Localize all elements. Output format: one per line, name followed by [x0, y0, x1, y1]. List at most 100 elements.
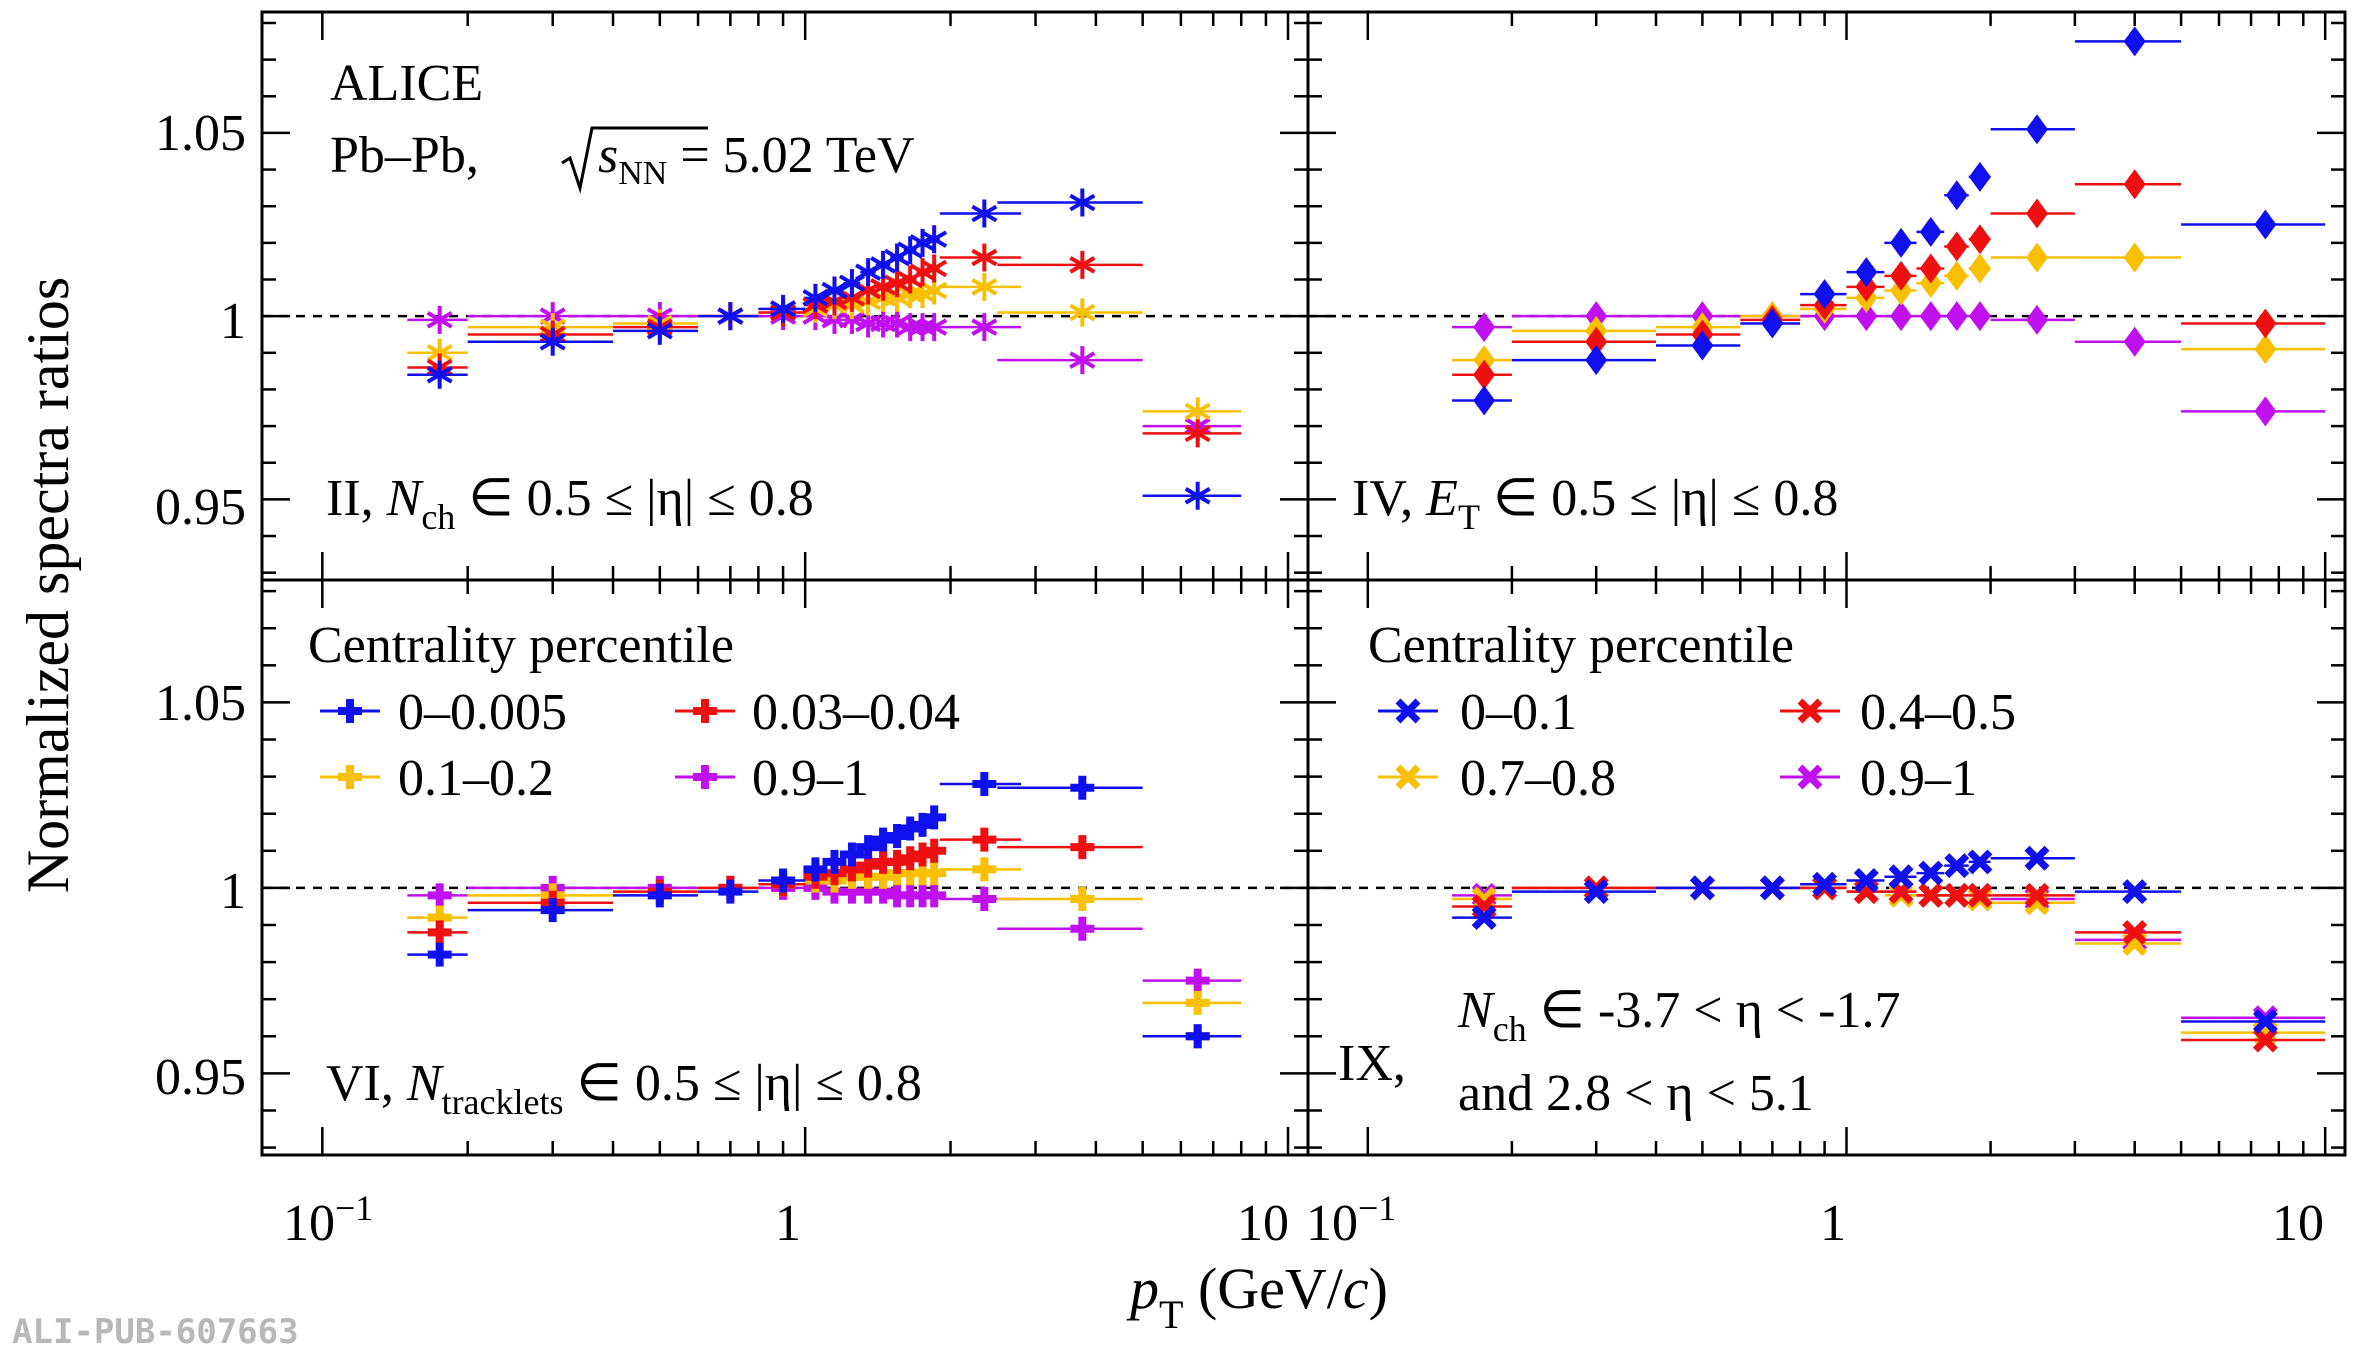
legend-label: 0.9–1	[752, 750, 869, 807]
data-point	[1967, 849, 1993, 875]
data-point	[427, 942, 452, 967]
data-point	[2024, 882, 2050, 908]
axes-frames	[260, 10, 2347, 1157]
legend-label: 0.4–0.5	[1860, 684, 2016, 741]
data-point	[1945, 301, 1968, 332]
data-point	[1689, 875, 1715, 901]
data-point	[922, 861, 947, 886]
data-point	[1919, 301, 1942, 332]
panel-label-II: II, Nch ∈ 0.5 ≤ |η| ≤ 0.8	[326, 470, 814, 537]
data-point	[922, 883, 947, 908]
panel-label-IX: IX,	[1338, 1035, 1406, 1092]
data-point	[717, 302, 744, 331]
data-point	[2123, 169, 2146, 200]
panel-label-VI: VI, Ntracklets ∈ 0.5 ≤ |η| ≤ 0.8	[326, 1055, 922, 1122]
data-point	[1945, 180, 1968, 211]
data-point	[2123, 242, 2146, 273]
legend: 0–0.005 0.1–0.2 0.03–0.04 0.9–1	[320, 684, 960, 807]
data-point	[1968, 253, 1991, 284]
legend-label: 0.1–0.2	[398, 750, 554, 807]
data-point	[427, 920, 452, 945]
data-point	[1919, 253, 1942, 284]
data-point	[909, 313, 936, 342]
data-point	[2254, 209, 2277, 240]
data-point	[2252, 1027, 2278, 1053]
panel-label-IX-var: Nch ∈ -3.7 < η < -1.7	[1457, 982, 1900, 1049]
data-point	[921, 254, 948, 283]
legend-marker	[1395, 764, 1421, 790]
data-point	[972, 772, 997, 797]
data-point	[1918, 860, 1944, 886]
data-point	[1473, 359, 1496, 390]
legend-label: 0–0.005	[398, 684, 567, 741]
data-point	[1069, 250, 1096, 279]
data-point	[1070, 835, 1095, 860]
data-series	[1452, 169, 2326, 390]
data-point	[1473, 385, 1496, 416]
legend-marker	[338, 699, 362, 723]
legend-title: Centrality percentile	[308, 617, 734, 674]
data-point	[1185, 968, 1210, 993]
data-point	[1945, 260, 1968, 291]
data-point	[1473, 312, 1496, 343]
x-tick-label: 10	[2272, 1195, 2324, 1252]
data-point	[2252, 1008, 2278, 1034]
data-point	[1890, 260, 1913, 291]
data-point	[1585, 345, 1608, 376]
data-point	[2025, 304, 2048, 335]
data-point	[2025, 114, 2048, 145]
data-point	[1944, 853, 1970, 879]
data-point	[426, 360, 453, 389]
data-point	[1070, 775, 1095, 800]
data-point	[1888, 864, 1914, 890]
data-point	[803, 857, 828, 882]
data-point	[922, 805, 947, 830]
data-point	[1855, 257, 1878, 288]
data-point	[1691, 330, 1714, 361]
x-tick-label: 1	[775, 1195, 801, 1252]
data-point	[971, 199, 998, 228]
data-point	[972, 857, 997, 882]
panel-label-IV: IV, ET ∈ 0.5 ≤ |η| ≤ 0.8	[1352, 470, 1838, 537]
y-tick-label: 1.05	[155, 675, 246, 732]
data-point	[1069, 346, 1096, 375]
data-point	[1813, 279, 1836, 310]
publication-tag: ALI-PUB-607663	[12, 1312, 299, 1352]
data-series	[407, 302, 1242, 441]
legend-label: 0–0.1	[1460, 684, 1577, 741]
data-point	[1812, 871, 1838, 897]
data-point	[1967, 882, 1993, 908]
data-point	[1185, 1024, 1210, 1049]
data-point	[2025, 242, 2048, 273]
x-tick-label: 10−1	[283, 1188, 373, 1252]
axis-ticks	[1308, 12, 2345, 580]
reference-lines	[262, 314, 2345, 890]
data-point	[540, 898, 565, 923]
data-series	[407, 188, 1242, 510]
legend-title: Centrality percentile	[1368, 617, 1794, 674]
data-point	[1944, 882, 1970, 908]
x-tick-label: 10−1	[1306, 1188, 1396, 1252]
data-point	[1471, 905, 1497, 931]
data-point	[821, 276, 848, 305]
data-point	[427, 883, 452, 908]
data-point	[426, 305, 453, 334]
data-series	[407, 243, 1242, 448]
axis-ticks	[262, 12, 1308, 580]
panel-label-IX-line2: and 2.8 < η < 5.1	[1458, 1065, 1814, 1122]
legend-marker	[1797, 764, 1823, 790]
data-point	[972, 827, 997, 852]
data-point	[972, 887, 997, 912]
x-tick-label: 10	[1237, 1195, 1289, 1252]
data-point	[647, 883, 672, 908]
y-tick-label: 0.95	[155, 479, 246, 536]
data-point	[718, 879, 743, 904]
data-point	[822, 849, 847, 874]
legend-marker	[1395, 698, 1421, 724]
y-tick-label: 1.05	[155, 105, 246, 162]
data-point	[1070, 887, 1095, 912]
data-point	[1968, 224, 1991, 255]
y-axis-label: Normalized spectra ratios	[15, 277, 81, 893]
svg-text:sNN = 5.02 TeV: sNN = 5.02 TeV	[598, 127, 915, 192]
data-point	[1968, 161, 1991, 192]
